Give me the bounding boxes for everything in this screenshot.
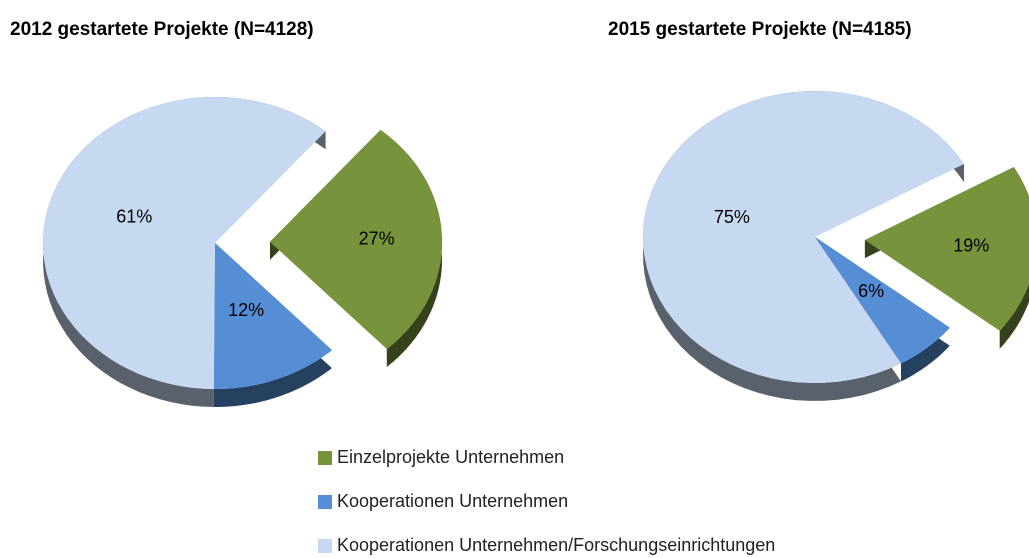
data-label: 61% [116, 207, 152, 227]
chart-title: 2015 gestartete Projekte (N=4185) [608, 19, 912, 40]
data-label: 12% [228, 300, 264, 320]
slice [213, 243, 332, 389]
legend-label: Kooperationen Unternehmen [337, 491, 568, 511]
data-label: 27% [359, 228, 395, 248]
data-label: 19% [953, 235, 989, 255]
slice [43, 97, 326, 389]
slice [815, 237, 950, 364]
chart-title: 2012 gestartete Projekte (N=4128) [10, 19, 314, 40]
legend-label: Einzelprojekte Unternehmen [337, 447, 564, 467]
legend-swatch [318, 451, 332, 465]
slice [643, 91, 964, 383]
legend-swatch [318, 539, 332, 553]
slice [269, 130, 442, 349]
slice [864, 167, 1029, 331]
data-label: 6% [858, 281, 884, 301]
legend-swatch [318, 495, 332, 509]
data-label: 75% [714, 207, 750, 227]
legend-label: Kooperationen Unternehmen/Forschungseinr… [337, 535, 775, 555]
